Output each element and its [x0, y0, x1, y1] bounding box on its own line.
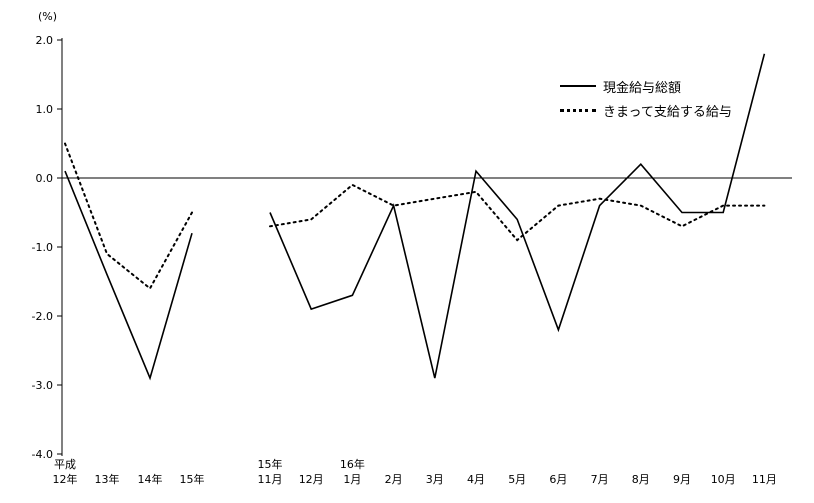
x-axis-label: 12月 — [299, 473, 324, 486]
x-axis-label: 13年 — [95, 472, 120, 486]
x-axis-label-top: 15年 — [258, 457, 283, 471]
line-series-dotted-annual — [64, 142, 193, 290]
legend-label-solid: 現金給与総額 — [603, 80, 682, 96]
x-axis-label: 7月 — [591, 473, 609, 486]
x-axis-label: 15年 — [180, 472, 205, 486]
y-tick-label: -4.0 — [32, 448, 53, 461]
y-tick-label: 2.0 — [36, 34, 54, 47]
y-tick-label: -1.0 — [32, 241, 53, 254]
line-series-dotted-monthly — [269, 183, 766, 242]
y-tick-label: -3.0 — [32, 379, 53, 392]
x-axis-label: 10月 — [711, 473, 736, 486]
x-axis-label-top: 16年 — [340, 457, 365, 471]
x-axis-label: 4月 — [467, 473, 485, 486]
x-axis-label: 6月 — [549, 473, 567, 486]
x-axis-label: 11月 — [258, 473, 283, 486]
x-axis-label: 12年 — [53, 472, 78, 486]
x-axis-label-top: 平成 — [54, 458, 76, 471]
x-axis-label: 5月 — [508, 473, 526, 486]
line-series-solid-monthly — [269, 53, 766, 379]
chart-legend: 現金給与総額 きまって支給する給与 — [560, 74, 732, 122]
x-axis-label: 1月 — [343, 473, 361, 486]
y-tick-label: -2.0 — [32, 310, 53, 323]
solid-line-sample — [560, 85, 596, 87]
line-series-solid-annual — [64, 170, 193, 381]
y-axis-unit-label: (%) — [38, 10, 58, 23]
x-axis-label: 14年 — [138, 472, 163, 486]
legend-label-dotted: きまって支給する給与 — [603, 104, 732, 120]
y-tick-label: 1.0 — [36, 103, 54, 116]
y-tick-label: 0.0 — [36, 172, 54, 185]
x-axis-label: 11月 — [752, 473, 777, 486]
dotted-line-sample — [560, 108, 596, 112]
x-axis-label: 3月 — [426, 473, 444, 486]
x-axis-label: 8月 — [632, 473, 650, 486]
legend-item-dotted: きまって支給する給与 — [560, 98, 732, 122]
legend-item-solid: 現金給与総額 — [560, 74, 732, 98]
x-axis-label: 9月 — [673, 473, 691, 486]
x-axis-label: 2月 — [385, 473, 403, 486]
